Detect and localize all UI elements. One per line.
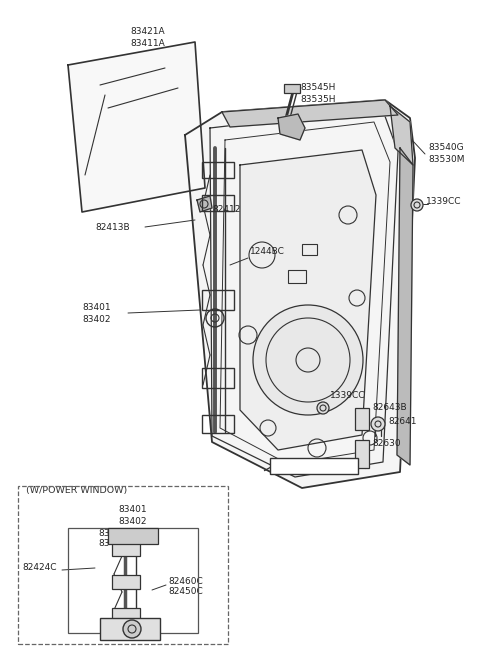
Polygon shape (397, 148, 413, 465)
Bar (18, 486, 228, 644)
Polygon shape (68, 42, 205, 212)
Text: 83540G: 83540G (428, 143, 464, 152)
Polygon shape (278, 114, 305, 140)
Circle shape (371, 417, 385, 431)
Circle shape (253, 305, 363, 415)
Bar (355, 440, 369, 468)
Text: 1339CC: 1339CC (426, 198, 461, 206)
Text: 82630: 82630 (372, 440, 401, 449)
Text: 1244BC: 1244BC (250, 248, 285, 256)
Polygon shape (222, 100, 398, 127)
Text: 83535H: 83535H (300, 95, 336, 104)
Text: 83421A: 83421A (131, 28, 165, 37)
Text: 82413B: 82413B (95, 223, 130, 231)
Bar (270, 458, 358, 474)
Text: REF.60-770: REF.60-770 (286, 461, 342, 471)
Text: 83404: 83404 (98, 539, 127, 549)
Text: 82460C: 82460C (168, 576, 203, 585)
Text: 82424C: 82424C (22, 564, 57, 572)
Polygon shape (185, 100, 415, 488)
Bar (302, 244, 317, 255)
Bar (112, 542, 140, 556)
Bar (202, 162, 234, 178)
Bar (202, 290, 234, 310)
Text: 83401: 83401 (118, 505, 146, 514)
Circle shape (317, 402, 329, 414)
Text: 83402: 83402 (118, 516, 146, 526)
Text: 83401: 83401 (82, 304, 110, 313)
Text: 83403: 83403 (98, 528, 127, 537)
Text: 82450C: 82450C (168, 587, 203, 597)
Circle shape (123, 620, 141, 638)
Bar (288, 270, 306, 283)
Bar (108, 528, 158, 544)
Text: 83530M: 83530M (428, 154, 465, 164)
Bar (355, 408, 369, 430)
Polygon shape (240, 150, 376, 450)
Polygon shape (390, 106, 413, 165)
Bar (202, 368, 234, 388)
Bar (112, 608, 140, 622)
Text: 83402: 83402 (82, 315, 110, 323)
Bar (202, 195, 234, 211)
Text: 1339CC: 1339CC (330, 392, 365, 401)
Bar (112, 575, 140, 589)
Text: (W/POWER WINDOW): (W/POWER WINDOW) (26, 486, 127, 495)
Text: 82643B: 82643B (372, 403, 407, 413)
Bar (284, 84, 300, 93)
Text: 83545H: 83545H (300, 83, 336, 93)
Bar (202, 415, 234, 433)
Text: 83411A: 83411A (131, 39, 166, 47)
Circle shape (411, 199, 423, 211)
Bar (100, 618, 160, 640)
Bar (68, 528, 198, 633)
Text: 82412: 82412 (212, 206, 240, 214)
Polygon shape (197, 196, 212, 212)
Text: 82641: 82641 (388, 417, 417, 426)
